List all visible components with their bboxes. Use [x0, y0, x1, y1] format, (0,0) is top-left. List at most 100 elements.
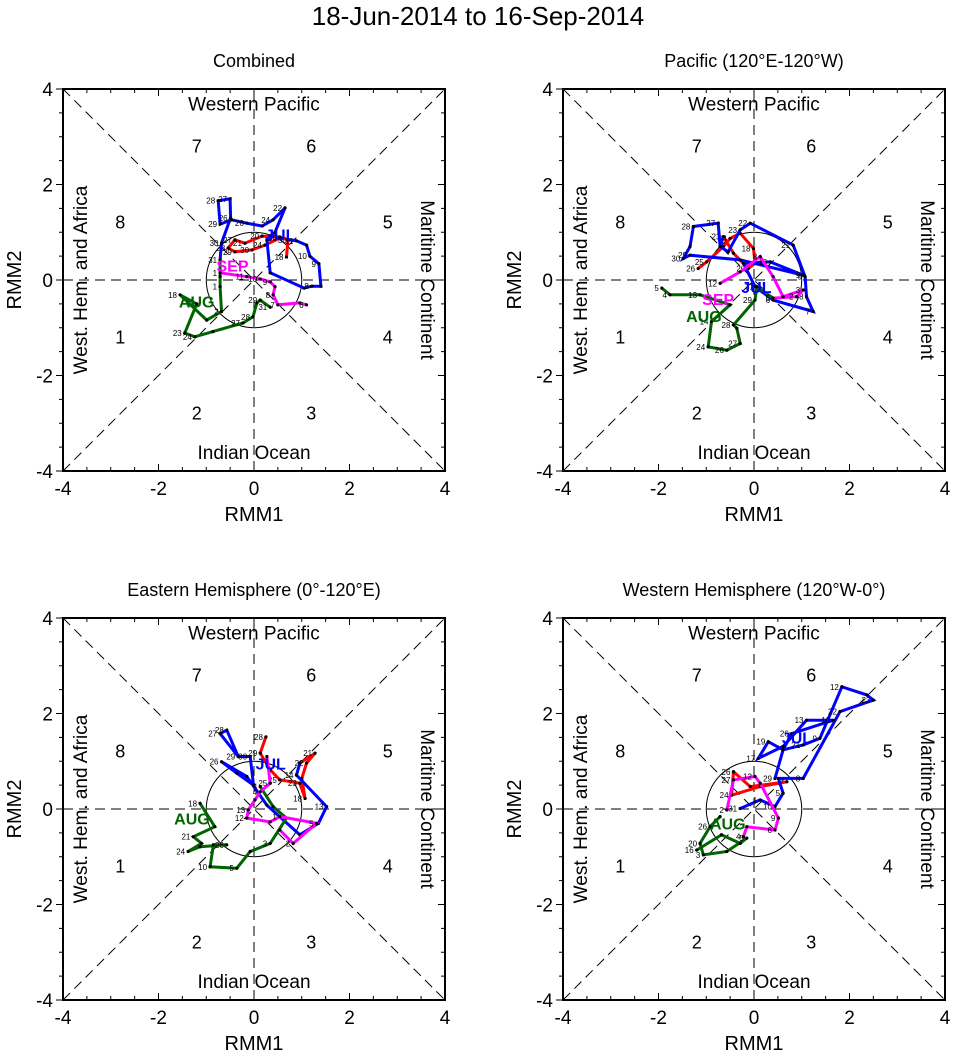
day-label: 27: [223, 236, 232, 245]
day-marker: [211, 329, 215, 334]
day-marker: [781, 744, 785, 749]
day-marker: [804, 718, 809, 722]
day-marker: [218, 275, 222, 279]
y-tick-label: -2: [536, 896, 553, 917]
day-marker: [241, 321, 245, 325]
day-label: 3: [696, 851, 701, 860]
day-label: 24: [253, 241, 262, 250]
day-marker: [758, 255, 762, 259]
day-marker: [726, 250, 730, 254]
day-marker: [753, 298, 757, 302]
day-label: 19: [268, 233, 277, 242]
day-label: 18: [293, 794, 302, 803]
day-label: 28: [722, 321, 731, 330]
day-marker: [738, 270, 742, 274]
y-tick-label: 2: [542, 705, 553, 726]
day-marker: [753, 774, 757, 779]
day-label: 4: [663, 291, 668, 300]
x-tick-label: -4: [55, 479, 72, 500]
x-tick-label: 4: [440, 1008, 451, 1029]
day-label: 29: [208, 220, 217, 229]
day-marker: [688, 253, 692, 257]
day-marker: [751, 246, 756, 251]
y-tick-label: 0: [42, 800, 53, 821]
month-label-aug: AUG: [174, 812, 210, 829]
day-marker: [324, 805, 329, 809]
day-marker: [718, 244, 722, 249]
day-marker: [268, 820, 272, 824]
phase-number: 6: [306, 136, 316, 156]
day-marker: [225, 843, 229, 847]
day-marker: [193, 335, 197, 339]
day-marker: [236, 754, 240, 759]
y-tick-label: -2: [536, 367, 553, 388]
x-tick-label: 2: [844, 1008, 855, 1029]
trajectory-sep: [725, 774, 781, 838]
day-marker: [741, 261, 746, 265]
day-marker: [838, 709, 842, 714]
day-marker: [218, 258, 222, 262]
day-label: 29: [743, 296, 752, 305]
day-marker: [801, 743, 805, 747]
day-marker: [302, 286, 306, 290]
unit-circle: [205, 760, 303, 858]
day-label: 12: [708, 279, 717, 288]
day-label: 11: [236, 273, 245, 282]
region-label-right: Maritime Continent: [916, 200, 937, 360]
panel-title: Combined: [213, 51, 295, 71]
x-tick-label: 4: [440, 479, 451, 500]
phase-panel-2: Eastern Hemisphere (0°-120°E) Western Pac…: [4, 580, 451, 1055]
day-marker: [314, 821, 319, 825]
day-marker: [728, 303, 732, 307]
day-marker: [258, 790, 262, 794]
day-marker: [198, 801, 202, 805]
day-marker: [304, 243, 309, 247]
y-tick-label: 4: [42, 609, 53, 630]
day-marker: [776, 776, 780, 781]
day-marker: [253, 798, 257, 802]
diagonal-line: [562, 617, 946, 1001]
month-label-aug: AUG: [179, 294, 215, 311]
day-marker: [758, 798, 762, 802]
x-axis-label: RMM1: [725, 1033, 784, 1055]
trajectory-jun: [258, 736, 317, 799]
diagonal-line: [62, 617, 446, 1001]
day-marker: [728, 236, 732, 241]
phase-number: 1: [115, 856, 125, 876]
day-marker: [218, 271, 222, 275]
day-marker: [738, 258, 742, 262]
diagonal-line: [562, 617, 946, 1001]
day-marker: [226, 246, 230, 250]
month-label-aug: AUG: [710, 816, 746, 833]
phase-number: 8: [615, 213, 625, 233]
y-tick-label: -4: [36, 462, 53, 483]
phase-number: 4: [883, 327, 893, 347]
day-label: 6: [768, 826, 773, 835]
day-label: 21: [233, 239, 242, 248]
phase-number: 8: [115, 742, 125, 762]
day-marker: [233, 250, 237, 254]
day-marker: [248, 754, 252, 759]
diagonal-line: [562, 88, 946, 472]
day-marker: [235, 866, 239, 870]
region-label-top: Western Pacific: [188, 623, 320, 644]
day-marker: [738, 806, 742, 811]
y-axis-label: RMM2: [4, 780, 26, 839]
day-marker: [688, 244, 692, 249]
day-marker: [229, 216, 233, 220]
y-tick-label: -4: [36, 991, 53, 1012]
day-marker: [731, 778, 736, 782]
day-label: 4: [736, 833, 741, 842]
phase-number: 1: [615, 327, 625, 347]
day-label: 10: [298, 252, 307, 261]
day-marker: [701, 853, 705, 857]
phase-number: 5: [383, 742, 393, 762]
y-tick-label: 0: [542, 800, 553, 821]
unit-circle: [705, 231, 803, 329]
day-label: 9: [812, 734, 817, 743]
day-marker: [263, 243, 267, 247]
day-marker: [781, 791, 785, 795]
day-marker: [225, 728, 229, 732]
y-tick-label: 2: [42, 176, 53, 197]
day-marker: [804, 295, 809, 299]
